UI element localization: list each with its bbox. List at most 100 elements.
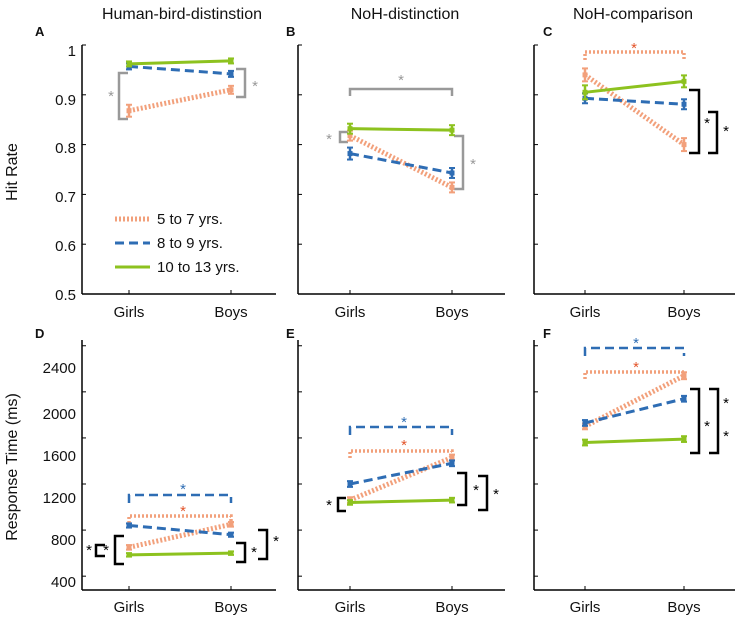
series-line-2 [584,79,685,94]
y-tick-label: 1200 [43,490,76,507]
sig-star: * [398,72,404,89]
sig-star: * [631,40,637,57]
series-line-0 [128,521,232,550]
sig-star: * [633,359,639,376]
y-tick-label: 1 [68,43,76,60]
panel-b-letter: B [286,24,295,39]
sig-star: * [723,123,729,140]
sig-star: * [723,395,729,412]
sig-bracket-e-boys-outer [478,474,489,512]
plot-layer [81,44,735,591]
sig-bracket-f-inner [690,387,701,455]
data-point [582,420,588,426]
data-point [347,481,353,487]
hit-rate-axis-label: Hit Rate [4,143,21,201]
series-line-1 [349,152,453,175]
sig-star: * [401,414,407,431]
sig-bracket-e-girls [336,496,346,513]
sig-star: * [493,486,499,503]
data-point [681,78,687,84]
panel-e-letter: E [286,326,295,341]
sig-bracket-e-boys-inner [457,471,468,507]
data-point [228,532,234,538]
sig-annotations: * * * * * * * * * * * * * * * * [86,40,729,566]
data-point [228,550,234,556]
series-line-0 [583,72,686,147]
sig-star: * [723,428,729,445]
sig-bar-f-blue [583,346,686,356]
y-tick-label: 400 [51,574,76,591]
sig-star: * [326,497,332,514]
legend: 5 to 7 yrs. 8 to 9 yrs. 10 to 13 yrs. [115,211,240,276]
sig-bracket-b-boys [454,134,465,191]
y-tick-label: 1600 [43,448,76,465]
y-tick-label: 800 [51,532,76,549]
sig-bar-c-top [583,50,686,60]
data-point [449,455,455,461]
data-point [449,460,455,466]
data-point [449,170,455,176]
series-line-2 [128,551,232,557]
x-tick-boys-b: Boys [435,304,468,321]
x-tick-boys-d: Boys [214,599,247,616]
legend-label-10-13: 10 to 13 yrs. [157,259,240,276]
x-tick-girls-c: Girls [570,304,601,321]
x-tick-boys-c: Boys [667,304,700,321]
y-tick-label: 0.5 [55,287,76,304]
y-tick-label: 0.9 [55,92,76,109]
sig-star: * [704,115,710,132]
x-tick-girls-e: Girls [335,599,366,616]
sig-star: * [108,88,114,105]
x-tick-girls-f: Girls [570,599,601,616]
sig-star: * [180,503,186,520]
data-point [449,497,455,503]
sig-star: * [633,335,639,352]
sig-star: * [180,481,186,498]
panel-c-title: NoH-comparison [573,6,693,23]
sig-bracket-d-girls-inner [113,534,124,566]
panel-a-title: Human-bird-distinstion [102,6,262,23]
series-line-2 [128,59,232,66]
sig-bracket-b-girls [338,130,348,144]
y-tick-label: 0.7 [55,189,76,206]
series-line-2 [584,437,685,445]
data-point [126,522,132,528]
data-point [228,87,234,93]
series-line-0 [348,133,454,190]
sig-bracket-f-outer [709,387,720,455]
data-point [449,184,455,190]
y-tick-label: 0.6 [55,238,76,255]
x-tick-boys-e: Boys [435,599,468,616]
data-point [126,108,132,114]
series-line-0 [128,87,232,114]
series-line-1 [584,96,685,106]
panel-f-letter: F [543,326,551,341]
data-point [228,58,234,64]
sig-star: * [704,418,710,435]
sig-bracket-d-boys-inner [236,541,247,564]
data-point [582,72,588,78]
response-time-axis-label: Response Time (ms) [4,393,21,541]
series-line-1 [584,397,685,425]
x-tick-boys-f: Boys [667,599,700,616]
series-line-0 [349,455,453,503]
sig-star: * [273,533,279,550]
panel-a-letter: A [35,24,45,39]
panel-c-letter: C [543,24,553,39]
sig-bracket-c-outer [708,110,719,155]
data-point [126,61,132,67]
data-point [681,142,687,148]
x-tick-boys-a: Boys [214,304,247,321]
hit-rate-ticks: 0.5 0.6 0.7 0.8 0.9 1 [55,43,76,304]
sig-bracket-d-boys-outer [258,528,269,561]
data-point [126,544,132,550]
panel-b-title: NoH-distinction [351,6,459,23]
legend-label-8-9: 8 to 9 yrs. [157,235,223,252]
legend-label-5-7: 5 to 7 yrs. [157,211,223,228]
data-point [582,440,588,446]
panel-d-letter: D [35,326,44,341]
series-line-1 [128,523,232,537]
sig-star: * [401,437,407,454]
series-line-1 [128,64,232,76]
